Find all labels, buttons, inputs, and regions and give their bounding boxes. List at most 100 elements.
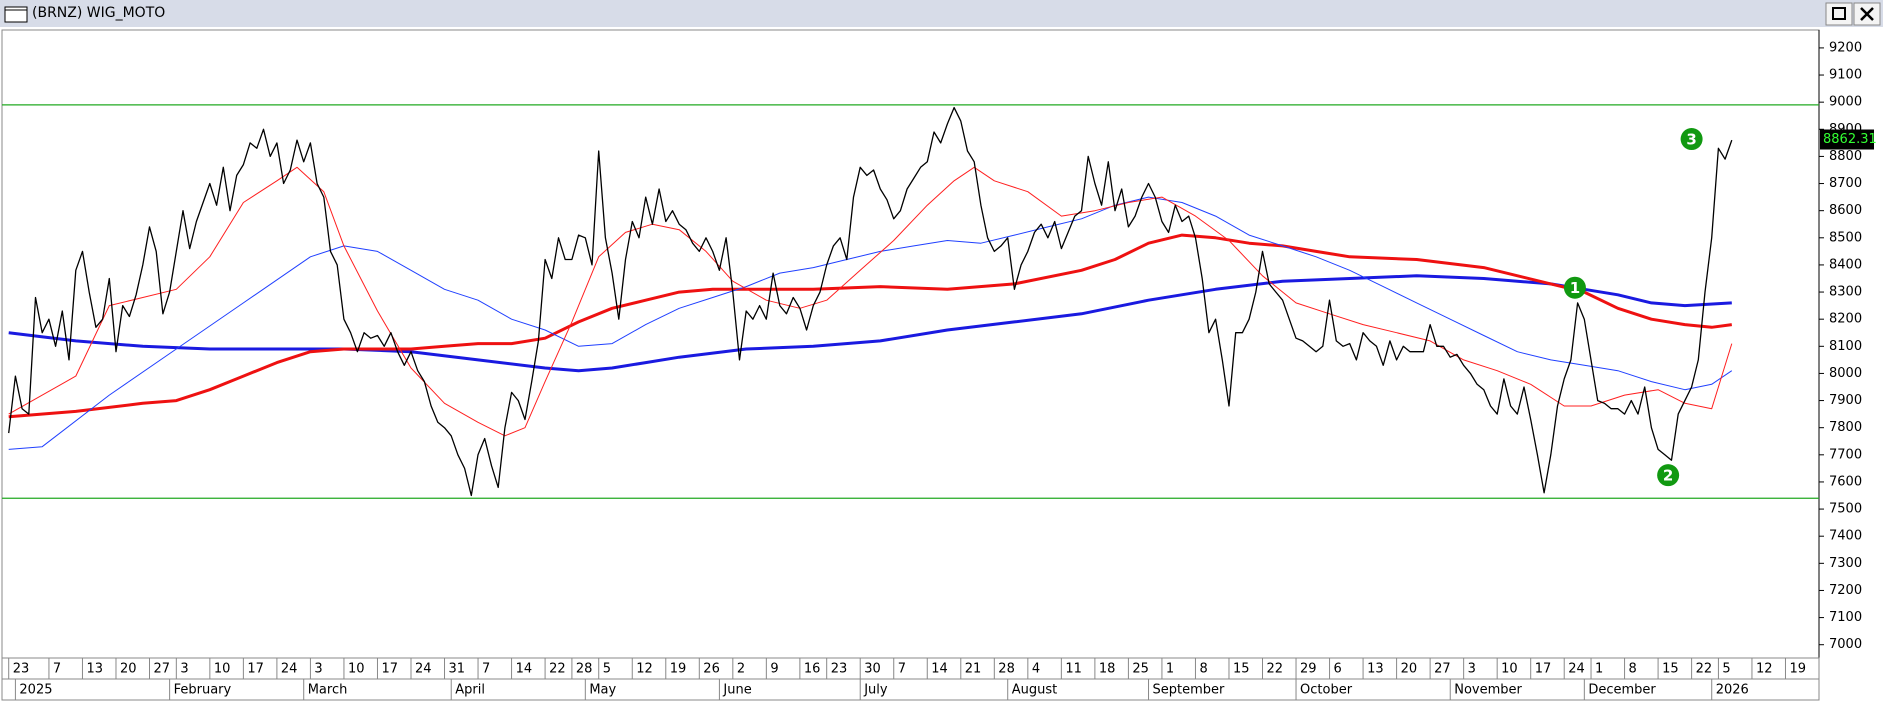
y-tick-label: 9200 [1829, 40, 1862, 55]
month-label: March [308, 683, 348, 698]
month-label: May [589, 683, 616, 698]
x-tick-label: 17 [381, 662, 398, 677]
x-tick-label: 24 [1568, 662, 1585, 677]
x-tick-label: 10 [1501, 662, 1518, 677]
x-tick-label: 17 [247, 662, 264, 677]
annotation-marker [1657, 464, 1680, 487]
y-tick-label: 7400 [1829, 529, 1862, 544]
x-tick-label: 27 [1434, 662, 1451, 677]
y-tick-label: 7200 [1829, 583, 1862, 598]
title-bar [0, 0, 1883, 27]
x-tick-label: 16 [804, 662, 821, 677]
x-tick-label: 12 [636, 662, 653, 677]
x-tick-label: 28 [998, 662, 1015, 677]
window-icon [4, 6, 28, 23]
y-tick-label: 7000 [1829, 637, 1862, 652]
window-title: (BRNZ) WIG_MOTO [32, 5, 165, 21]
x-tick-label: 13 [86, 662, 103, 677]
x-tick-label: 14 [516, 662, 533, 677]
x-tick-label: 7 [482, 662, 490, 677]
x-tick-label: 25 [1132, 662, 1149, 677]
month-label: February [174, 683, 232, 698]
x-tick-label: 20 [120, 662, 137, 677]
annotation-marker [1680, 128, 1703, 151]
y-tick-label: 7600 [1829, 474, 1862, 489]
x-tick-label: 14 [931, 662, 948, 677]
x-tick-label: 29 [1300, 662, 1317, 677]
moving-average-line [8, 196, 1733, 450]
x-tick-label: 12 [1756, 662, 1773, 677]
x-tick-label: 24 [281, 662, 298, 677]
y-tick-label: 7500 [1829, 502, 1862, 517]
x-tick-label: 31 [449, 662, 466, 677]
last-value-box [1820, 129, 1874, 150]
x-tick-label: 19 [1789, 662, 1806, 677]
y-tick-label: 8200 [1829, 312, 1862, 327]
y-tick-label: 9100 [1829, 68, 1862, 83]
y-tick-label: 8600 [1829, 203, 1862, 218]
x-tick-label: 24 [415, 662, 432, 677]
x-tick-label: 9 [770, 662, 778, 677]
x-tick-label: 15 [1233, 662, 1250, 677]
x-tick-label: 2 [737, 662, 745, 677]
x-tick-label: 19 [670, 662, 687, 677]
x-tick-label: 8 [1199, 662, 1207, 677]
x-tick-label: 15 [1662, 662, 1679, 677]
annotation-label: 2 [1663, 467, 1673, 485]
maximize-button[interactable] [1825, 2, 1853, 26]
x-tick-label: 5 [603, 662, 611, 677]
x-tick-label: 21 [965, 662, 982, 677]
x-tick-label: 6 [1334, 662, 1342, 677]
month-label: 2025 [19, 683, 52, 698]
x-tick-label: 4 [1032, 662, 1040, 677]
y-tick-label: 7900 [1829, 393, 1862, 408]
y-tick-label: 9000 [1829, 95, 1862, 110]
annotation-marker [1563, 276, 1586, 299]
last-value-label: 8862.31 [1823, 132, 1877, 147]
y-tick-label: 8700 [1829, 176, 1862, 191]
month-label: August [1012, 683, 1057, 698]
x-tick-label: 17 [1535, 662, 1552, 677]
x-tick-label: 1 [1595, 662, 1603, 677]
x-tick-label: 5 [1722, 662, 1730, 677]
month-label: June [722, 683, 751, 698]
month-label: April [455, 683, 485, 698]
moving-average-line [8, 233, 1732, 419]
y-tick-label: 8000 [1829, 366, 1862, 381]
moving-average-line [8, 166, 1733, 437]
x-tick-label: 27 [154, 662, 171, 677]
x-tick-label: 18 [1099, 662, 1116, 677]
y-tick-label: 7300 [1829, 556, 1862, 571]
month-label: October [1300, 683, 1353, 698]
x-tick-label: 13 [1367, 662, 1384, 677]
y-tick-label: 8400 [1829, 257, 1862, 272]
x-tick-label: 10 [348, 662, 365, 677]
x-tick-label: 1 [1166, 662, 1174, 677]
close-icon [1860, 7, 1874, 21]
x-tick-label: 30 [864, 662, 881, 677]
y-tick-label: 8800 [1829, 149, 1862, 164]
month-label: 2026 [1716, 683, 1749, 698]
month-label: September [1153, 683, 1226, 698]
y-tick-label: 7800 [1829, 420, 1862, 435]
x-tick-label: 28 [576, 662, 593, 677]
month-label: November [1454, 683, 1522, 698]
x-tick-label: 23 [831, 662, 848, 677]
y-tick-label: 8500 [1829, 230, 1862, 245]
x-tick-label: 10 [214, 662, 231, 677]
x-tick-label: 23 [13, 662, 30, 677]
y-tick-label: 7100 [1829, 610, 1862, 625]
y-tick-label: 8100 [1829, 339, 1862, 354]
x-tick-label: 11 [1065, 662, 1082, 677]
maximize-icon [1832, 7, 1846, 20]
x-tick-label: 7 [53, 662, 61, 677]
annotation-label: 1 [1570, 279, 1580, 297]
x-tick-label: 22 [1696, 662, 1713, 677]
month-label: July [863, 683, 888, 698]
x-tick-label: 3 [1468, 662, 1476, 677]
x-tick-label: 26 [703, 662, 720, 677]
x-tick-label: 8 [1629, 662, 1637, 677]
x-tick-label: 3 [180, 662, 188, 677]
x-tick-label: 3 [314, 662, 322, 677]
